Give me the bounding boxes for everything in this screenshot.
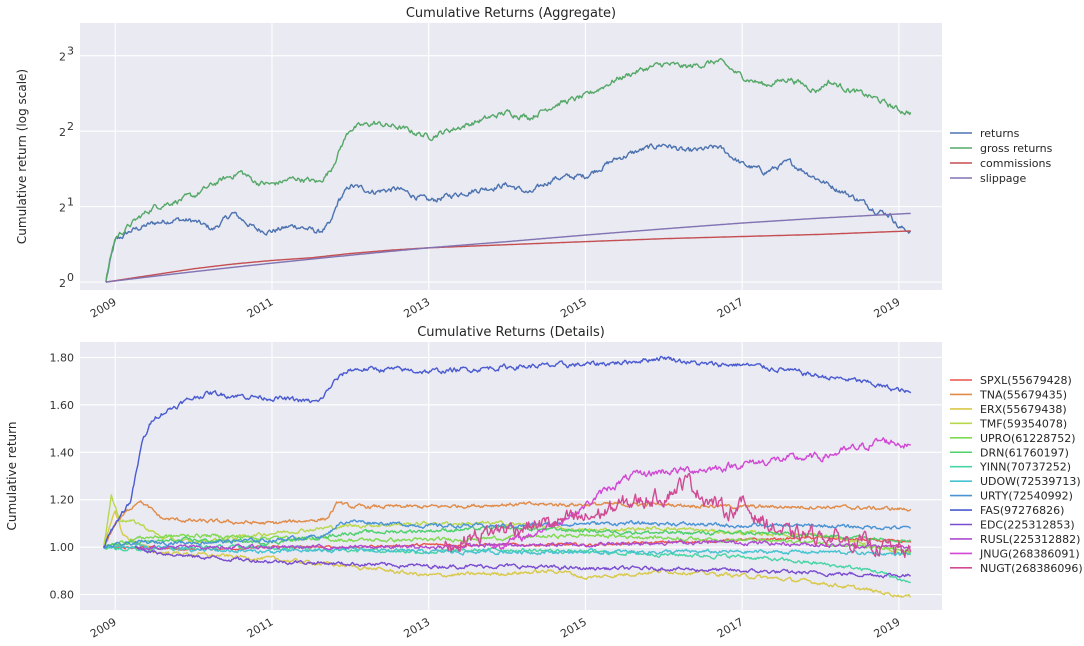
legend-label: JNUG(268386091) — [979, 547, 1080, 560]
legend-label: TNA(55679435) — [979, 388, 1067, 401]
details-y-axis-label: Cumulative return — [5, 422, 19, 531]
aggregate-plot-background — [80, 23, 942, 290]
legend-label: TMF(59354078) — [979, 417, 1067, 430]
y-tick-label: 1.00 — [50, 541, 75, 554]
details-series-group — [102, 355, 912, 598]
legend-label: SPXL(55679428) — [980, 374, 1072, 387]
aggregate-series-group — [105, 57, 912, 283]
series-line-slippage — [105, 212, 911, 283]
legend-label: slippage — [980, 172, 1027, 185]
legend-label: FAS(97276826) — [980, 504, 1064, 517]
y-tick-label: 2 — [59, 202, 66, 215]
series-line-fas-97276826- — [103, 355, 912, 548]
y-tick-exponent: 0 — [67, 271, 74, 284]
x-tick-label: 2009 — [88, 615, 119, 640]
legend-label: UPRO(61228752) — [980, 432, 1076, 445]
legend-label: RUSL(225312882) — [980, 533, 1080, 546]
legend-label: returns — [980, 127, 1020, 140]
details-panel: 2009 2011 2013 2015 2017 2019 0.80 1.00 1.20 1.40… — [5, 325, 1083, 641]
legend-label: gross returns — [980, 142, 1053, 155]
x-tick-label: 2011 — [245, 295, 276, 320]
legend-label: NUGT(268386096) — [980, 562, 1083, 575]
x-tick-label: 2011 — [245, 615, 276, 640]
y-tick-label: 2 — [59, 126, 66, 139]
series-line-upro-61228752- — [103, 533, 912, 554]
series-line-rusl-225312882- — [138, 539, 911, 551]
aggregate-y-axis-label: Cumulative return (log scale) — [15, 69, 29, 244]
series-line-returns — [105, 143, 912, 283]
x-tick-label: 2017 — [715, 295, 746, 320]
y-tick-label: 1.80 — [50, 351, 75, 364]
x-tick-label: 2013 — [401, 615, 432, 640]
legend-label: EDC(225312853) — [980, 519, 1075, 532]
y-tick-label: 2 — [59, 277, 66, 290]
aggregate-legend: returns gross returns commissions slippage — [950, 127, 1053, 185]
legend-label: DRN(61760197) — [980, 446, 1069, 459]
y-tick-exponent: 1 — [67, 196, 74, 209]
aggregate-chart-title: Cumulative Returns (Aggregate) — [406, 6, 616, 21]
x-tick-label: 2009 — [88, 295, 119, 320]
series-line-commissions — [105, 230, 911, 283]
y-tick-label: 0.80 — [50, 589, 75, 602]
x-tick-label: 2019 — [872, 615, 903, 640]
legend-label: ERX(55679438) — [980, 403, 1067, 416]
y-tick-label: 1.20 — [50, 494, 75, 507]
details-legend: SPXL(55679428)TNA(55679435) ERX(55679438)… — [950, 374, 1083, 575]
legend-label: UDOW(72539713) — [980, 475, 1081, 488]
x-tick-label: 2015 — [558, 615, 589, 640]
y-tick-label: 1.60 — [50, 399, 75, 412]
series-line-jnug-268386091- — [491, 437, 911, 550]
x-tick-label: 2013 — [401, 295, 432, 320]
series-line-nugt-268386096- — [443, 472, 912, 559]
x-tick-label: 2015 — [558, 295, 589, 320]
x-tick-label: 2019 — [872, 295, 903, 320]
legend-label: URTY(72540992) — [980, 490, 1073, 503]
details-chart-title: Cumulative Returns (Details) — [417, 325, 605, 340]
y-tick-exponent: 3 — [67, 45, 74, 58]
series-line-yinn-70737252- — [103, 543, 911, 584]
legend-label: commissions — [980, 157, 1051, 170]
series-line-udow-72539713- — [103, 543, 912, 557]
legend-label: YINN(70737252) — [979, 461, 1071, 474]
details-plot-background — [80, 342, 942, 610]
series-line-gross-returns — [105, 57, 912, 283]
x-tick-label: 2017 — [715, 615, 746, 640]
series-line-edc-225312853- — [134, 546, 911, 579]
series-line-tna-55679435- — [102, 500, 912, 548]
aggregate-gridlines — [80, 23, 942, 290]
y-tick-label: 2 — [59, 51, 66, 64]
y-tick-exponent: 2 — [67, 120, 74, 133]
y-tick-label: 1.40 — [50, 446, 75, 459]
